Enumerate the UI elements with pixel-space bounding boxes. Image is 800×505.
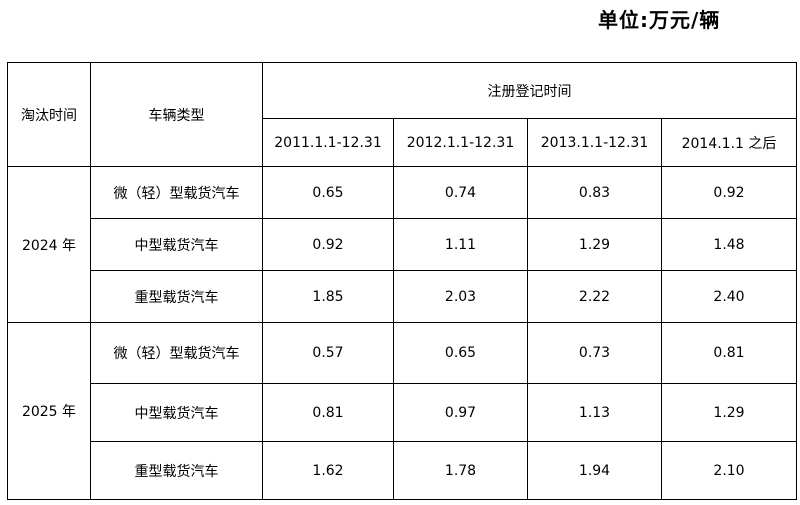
header-cell: 注册登记时间 <box>262 62 797 119</box>
header-cell: 车辆类型 <box>90 62 263 167</box>
value-cell: 0.81 <box>661 322 797 384</box>
year-cell: 2024 年 <box>7 166 91 323</box>
data-row: 重型载货汽车 1.85 2.03 2.22 2.40 <box>8 270 797 323</box>
value-cell: 0.83 <box>527 166 662 219</box>
value-cell: 2.03 <box>393 270 528 323</box>
value-cell: 1.85 <box>262 270 394 323</box>
data-row: 2025 年微（轻）型载货汽车 0.57 0.65 0.73 0.81 <box>7 322 797 500</box>
value-cell: 2.22 <box>527 270 662 323</box>
data-row: 2024 年微（轻）型载货汽车 0.65 0.74 0.83 0.92 <box>7 166 797 323</box>
value-cell: 0.73 <box>527 322 662 384</box>
type-cell: 中型载货汽车 <box>90 218 263 271</box>
value-cell: 0.92 <box>262 218 394 271</box>
value-cell: 1.48 <box>661 218 797 271</box>
period-cell: 2011.1.1-12.31 <box>262 118 394 167</box>
value-cell: 0.74 <box>393 166 528 219</box>
year-cell: 2025 年 <box>7 322 91 500</box>
value-cell: 1.13 <box>527 383 662 442</box>
table-body: 淘汰时间 车辆类型 注册登记时间 2011.1.1-12.31 2012.1.1-12.… <box>7 62 797 500</box>
data-row: 中型载货汽车 0.92 1.11 1.29 1.48 <box>8 218 797 271</box>
value-cell: 0.65 <box>262 166 394 219</box>
value-cell: 1.94 <box>527 441 662 500</box>
value-cell: 0.92 <box>661 166 797 219</box>
value-cell: 1.78 <box>393 441 528 500</box>
type-cell: 微（轻）型载货汽车 <box>90 166 263 219</box>
value-cell: 2.10 <box>661 441 797 500</box>
subsidy-table: 淘汰时间 车辆类型 注册登记时间 2011.1.1-12.31 2012.1.1-12.… <box>7 62 797 500</box>
header-row: 2011.1.1-12.31 2012.1.1-12.31 2013.1.1-12.… <box>8 118 797 167</box>
value-cell: 2.40 <box>661 270 797 323</box>
value-cell: 0.57 <box>262 322 394 384</box>
value-cell: 1.11 <box>393 218 528 271</box>
unit-label: 单位:万元/辆 <box>598 8 721 32</box>
period-cell: 2014.1.1 之后 <box>661 118 797 167</box>
type-cell: 微（轻）型载货汽车 <box>90 322 263 384</box>
header-cell: 淘汰时间 <box>7 62 91 167</box>
type-cell: 中型载货汽车 <box>90 383 263 442</box>
header-row: 淘汰时间 车辆类型 注册登记时间 <box>7 62 797 167</box>
data-row: 中型载货汽车 0.81 0.97 1.13 1.29 <box>8 383 797 442</box>
value-cell: 1.29 <box>527 218 662 271</box>
value-cell: 1.62 <box>262 441 394 500</box>
value-cell: 0.65 <box>393 322 528 384</box>
data-row: 重型载货汽车 1.62 1.78 1.94 2.10 <box>8 441 797 500</box>
period-cell: 2012.1.1-12.31 <box>393 118 528 167</box>
value-cell: 0.97 <box>393 383 528 442</box>
value-cell: 0.81 <box>262 383 394 442</box>
type-cell: 重型载货汽车 <box>90 441 263 500</box>
type-cell: 重型载货汽车 <box>90 270 263 323</box>
value-cell: 1.29 <box>661 383 797 442</box>
period-cell: 2013.1.1-12.31 <box>527 118 662 167</box>
